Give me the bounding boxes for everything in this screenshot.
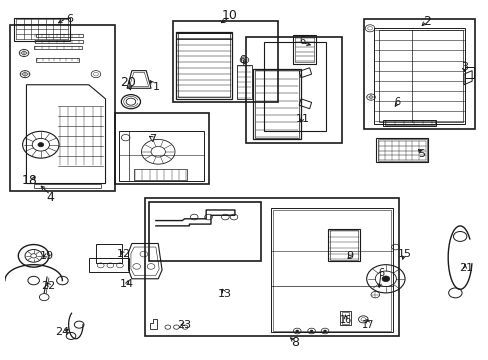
Circle shape (295, 330, 298, 332)
Text: 4: 4 (46, 191, 54, 204)
Text: 15: 15 (397, 249, 411, 259)
Text: 2: 2 (422, 15, 429, 28)
Bar (144, 198, 398, 336)
Text: 19: 19 (40, 251, 54, 261)
Circle shape (309, 330, 312, 332)
Text: 1: 1 (152, 81, 159, 91)
Bar (35, 40, 82, 43)
Bar (384, 120, 434, 125)
Text: 6: 6 (394, 98, 400, 107)
Text: 21: 21 (458, 263, 472, 273)
Text: 6: 6 (66, 14, 73, 24)
Bar (134, 170, 186, 180)
Bar (295, 36, 314, 62)
Bar (364, 19, 473, 129)
Bar (176, 32, 231, 99)
Bar (263, 42, 325, 131)
Bar (148, 202, 261, 261)
Text: 6: 6 (239, 55, 244, 65)
Text: 11: 11 (295, 114, 309, 124)
Bar (10, 25, 115, 190)
Bar (383, 120, 435, 126)
Bar (329, 230, 357, 260)
Bar (237, 66, 251, 99)
Bar (178, 33, 229, 98)
Text: 6: 6 (298, 36, 305, 46)
Bar (34, 184, 101, 188)
Text: 12: 12 (117, 249, 130, 259)
Text: 14: 14 (120, 279, 134, 289)
Text: 24: 24 (55, 327, 69, 337)
Circle shape (38, 143, 43, 147)
Text: 7: 7 (149, 134, 156, 144)
Text: 13: 13 (217, 289, 231, 298)
Bar (115, 113, 208, 184)
Text: 16: 16 (339, 315, 351, 325)
Bar (328, 229, 359, 261)
Text: 10: 10 (221, 9, 237, 22)
Circle shape (381, 276, 389, 282)
Bar (377, 139, 426, 161)
Text: 18: 18 (22, 174, 38, 186)
Bar (341, 312, 349, 324)
Bar (340, 311, 350, 325)
Text: 9: 9 (346, 251, 353, 261)
Circle shape (323, 330, 326, 332)
Bar (176, 32, 231, 39)
Bar (172, 21, 278, 102)
Bar (376, 138, 427, 162)
Text: 23: 23 (177, 320, 191, 330)
Text: 22: 22 (41, 281, 55, 291)
Bar (15, 18, 69, 41)
Bar (255, 70, 299, 138)
Bar (36, 33, 83, 37)
Text: 8: 8 (290, 337, 298, 350)
Text: 3: 3 (461, 62, 468, 72)
Text: 6: 6 (377, 269, 384, 279)
Text: 17: 17 (361, 320, 373, 330)
Bar (36, 58, 79, 62)
Text: 5: 5 (417, 149, 425, 158)
Bar (34, 46, 81, 49)
Bar (293, 35, 316, 64)
Bar (253, 69, 301, 139)
Bar (246, 37, 342, 143)
Text: 20: 20 (121, 76, 136, 90)
